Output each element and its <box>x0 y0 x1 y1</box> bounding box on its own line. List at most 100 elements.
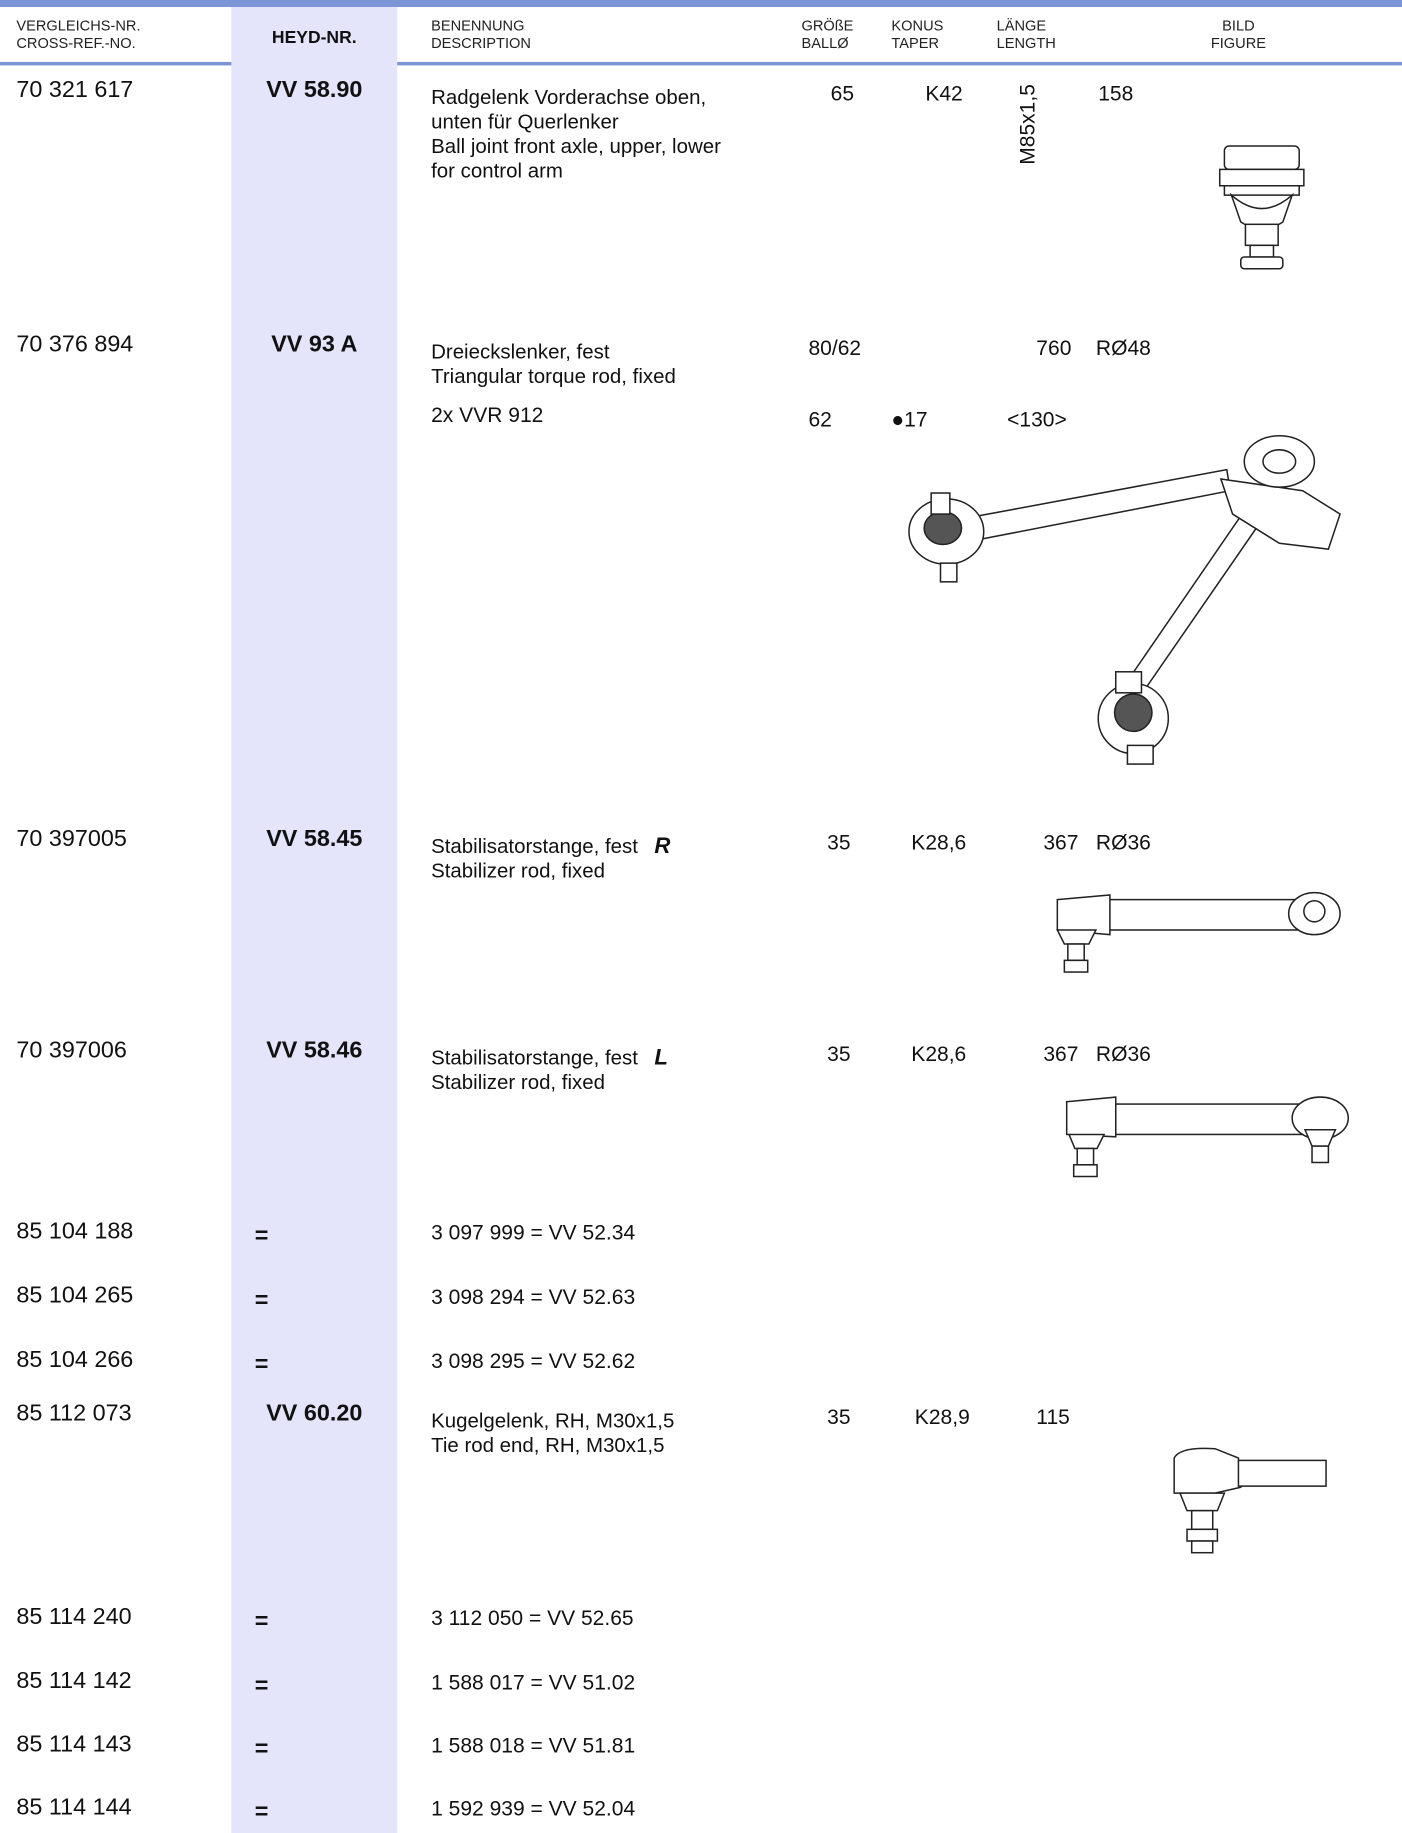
side-marker: R <box>654 834 671 859</box>
header-description: BENENNUNG DESCRIPTION <box>431 18 531 53</box>
sub-taper: ●17 <box>891 407 928 432</box>
cross-ref: 85 114 142 <box>16 1668 132 1695</box>
header-text: CROSS-REF.-NO. <box>16 35 136 52</box>
description: Stabilisatorstange, fest L Stabilizer rod,… <box>431 1046 668 1095</box>
header-figure: BILD FIGURE <box>1180 18 1297 53</box>
header-text: BENENNUNG <box>431 17 525 34</box>
heyd-number: = <box>254 1673 269 1699</box>
heyd-number: VV 58.45 <box>266 826 363 852</box>
taper: K28,9 <box>914 1405 970 1429</box>
description-line: 1 588 017 = VV 51.02 <box>431 1670 636 1695</box>
description-line: Triangular torque rod, fixed <box>431 364 676 388</box>
taper: K28,6 <box>911 830 967 855</box>
description-line: 1 588 018 = VV 51.81 <box>431 1733 636 1758</box>
cross-ref: 85 114 240 <box>16 1604 132 1630</box>
description-line: 3 097 999 = VV 52.34 <box>431 1220 636 1245</box>
description-line: Stabilisatorstange, fest R <box>431 834 671 859</box>
length: 115 <box>1036 1405 1070 1429</box>
description-line: Ball joint front axle, upper, lower <box>431 134 721 158</box>
header-size: GRÖßE BALLØ <box>801 18 853 53</box>
heyd-number: = <box>254 1223 269 1249</box>
length: 367 <box>1043 1042 1079 1066</box>
extra: RØ48 <box>1095 336 1151 360</box>
description: Radgelenk Vorderachse oben, unten für Que… <box>431 85 721 183</box>
cross-ref: 85 104 266 <box>16 1347 134 1373</box>
heyd-number: VV 58.46 <box>266 1037 363 1064</box>
description: Kugelgelenk, RH, M30x1,5 Tie rod end, RH,… <box>431 1409 674 1458</box>
description-line: Dreieckslenker, fest <box>431 339 610 364</box>
description-line: Tie rod end, RH, M30x1,5 <box>431 1433 665 1457</box>
description-line: unten für Querlenker <box>431 109 619 134</box>
description: 1 588 017 = VV 51.02 <box>431 1671 635 1696</box>
heyd-number: VV 58.90 <box>266 77 363 103</box>
description-line: 1 592 939 = VV 52.04 <box>431 1796 636 1821</box>
heyd-number: = <box>254 1799 269 1825</box>
heyd-column-shade <box>231 7 398 1833</box>
cross-ref: 70 397005 <box>16 826 127 852</box>
description-line: for control arm <box>431 158 563 183</box>
length: 760 <box>1036 336 1072 360</box>
heyd-number: VV 60.20 <box>266 1400 363 1427</box>
description: 1 592 939 = VV 52.04 <box>431 1797 635 1822</box>
top-bar <box>0 0 1402 8</box>
sub-size: 62 <box>808 407 832 432</box>
size: 80/62 <box>808 336 862 360</box>
header-taper: KONUS TAPER <box>891 18 943 53</box>
description-line: 3 112 050 = VV 52.65 <box>431 1606 634 1630</box>
description-line: Stabilizer rod, fixed <box>431 1070 605 1094</box>
figure-stabilizer-r <box>1056 891 1341 973</box>
cross-ref: 85 114 144 <box>16 1794 132 1821</box>
description-line: Kugelgelenk, RH, M30x1,5 <box>431 1409 675 1433</box>
heyd-number: = <box>254 1351 269 1378</box>
sub-note: 2x VVR 912 <box>431 403 544 427</box>
header-text: GRÖßE <box>801 17 854 34</box>
header-text: BALLØ <box>801 35 849 52</box>
sub-length: <130> <box>1007 407 1067 432</box>
header-text: BILD <box>1222 17 1255 34</box>
header-rule <box>0 61 1402 66</box>
description: 3 097 999 = VV 52.34 <box>431 1221 635 1246</box>
cross-ref: 85 114 143 <box>16 1731 132 1758</box>
header-text: DESCRIPTION <box>431 35 531 52</box>
figure-tie-rod-end <box>1173 1447 1327 1554</box>
description: Stabilisatorstange, fest R Stabilizer rod,… <box>431 834 670 883</box>
size: 35 <box>827 1405 851 1429</box>
size: 35 <box>827 830 851 855</box>
header-length: LÄNGE LENGTH <box>997 18 1056 53</box>
cross-ref: 85 104 265 <box>16 1282 134 1309</box>
taper: K28,6 <box>911 1042 967 1066</box>
header-heyd: HEYD-NR. <box>271 28 357 48</box>
figure-torque-rod <box>908 435 1341 765</box>
extra: RØ36 <box>1095 1042 1151 1066</box>
size: 65 <box>830 81 855 106</box>
description-line: Stabilizer rod, fixed <box>431 858 605 883</box>
header-text: LENGTH <box>996 35 1056 52</box>
header-text: FIGURE <box>1210 35 1267 52</box>
description-line: Stabilisatorstange, fest L <box>431 1045 668 1071</box>
taper: K42 <box>925 81 963 106</box>
description: 3 112 050 = VV 52.65 <box>431 1606 633 1631</box>
extra: RØ36 <box>1095 830 1151 855</box>
heyd-number: = <box>254 1608 269 1635</box>
header-cross-ref: VERGLEICHS-NR. CROSS-REF.-NO. <box>16 18 140 53</box>
header-text: LÄNGE <box>996 17 1047 34</box>
cross-ref: 85 112 073 <box>16 1400 132 1427</box>
description: 1 588 018 = VV 51.81 <box>431 1734 635 1759</box>
heyd-number: = <box>254 1736 269 1762</box>
description: 3 098 295 = VV 52.62 <box>431 1349 635 1374</box>
heyd-number: VV 93 A <box>271 331 358 358</box>
description-line: Radgelenk Vorderachse oben, <box>431 85 707 109</box>
cross-ref: 70 321 617 <box>16 77 134 103</box>
side-marker: L <box>654 1045 668 1071</box>
figure-stabilizer-l <box>1065 1096 1350 1178</box>
header-text: TAPER <box>891 35 940 52</box>
description: 3 098 294 = VV 52.63 <box>431 1285 635 1310</box>
heyd-number: = <box>254 1287 269 1314</box>
cross-ref: 70 397006 <box>16 1037 127 1064</box>
size: 35 <box>827 1042 851 1066</box>
description-line: 3 098 294 = VV 52.63 <box>431 1285 636 1309</box>
cross-ref: 70 376 894 <box>16 331 134 358</box>
length: 367 <box>1043 830 1079 855</box>
header-text: VERGLEICHS-NR. <box>16 17 141 34</box>
